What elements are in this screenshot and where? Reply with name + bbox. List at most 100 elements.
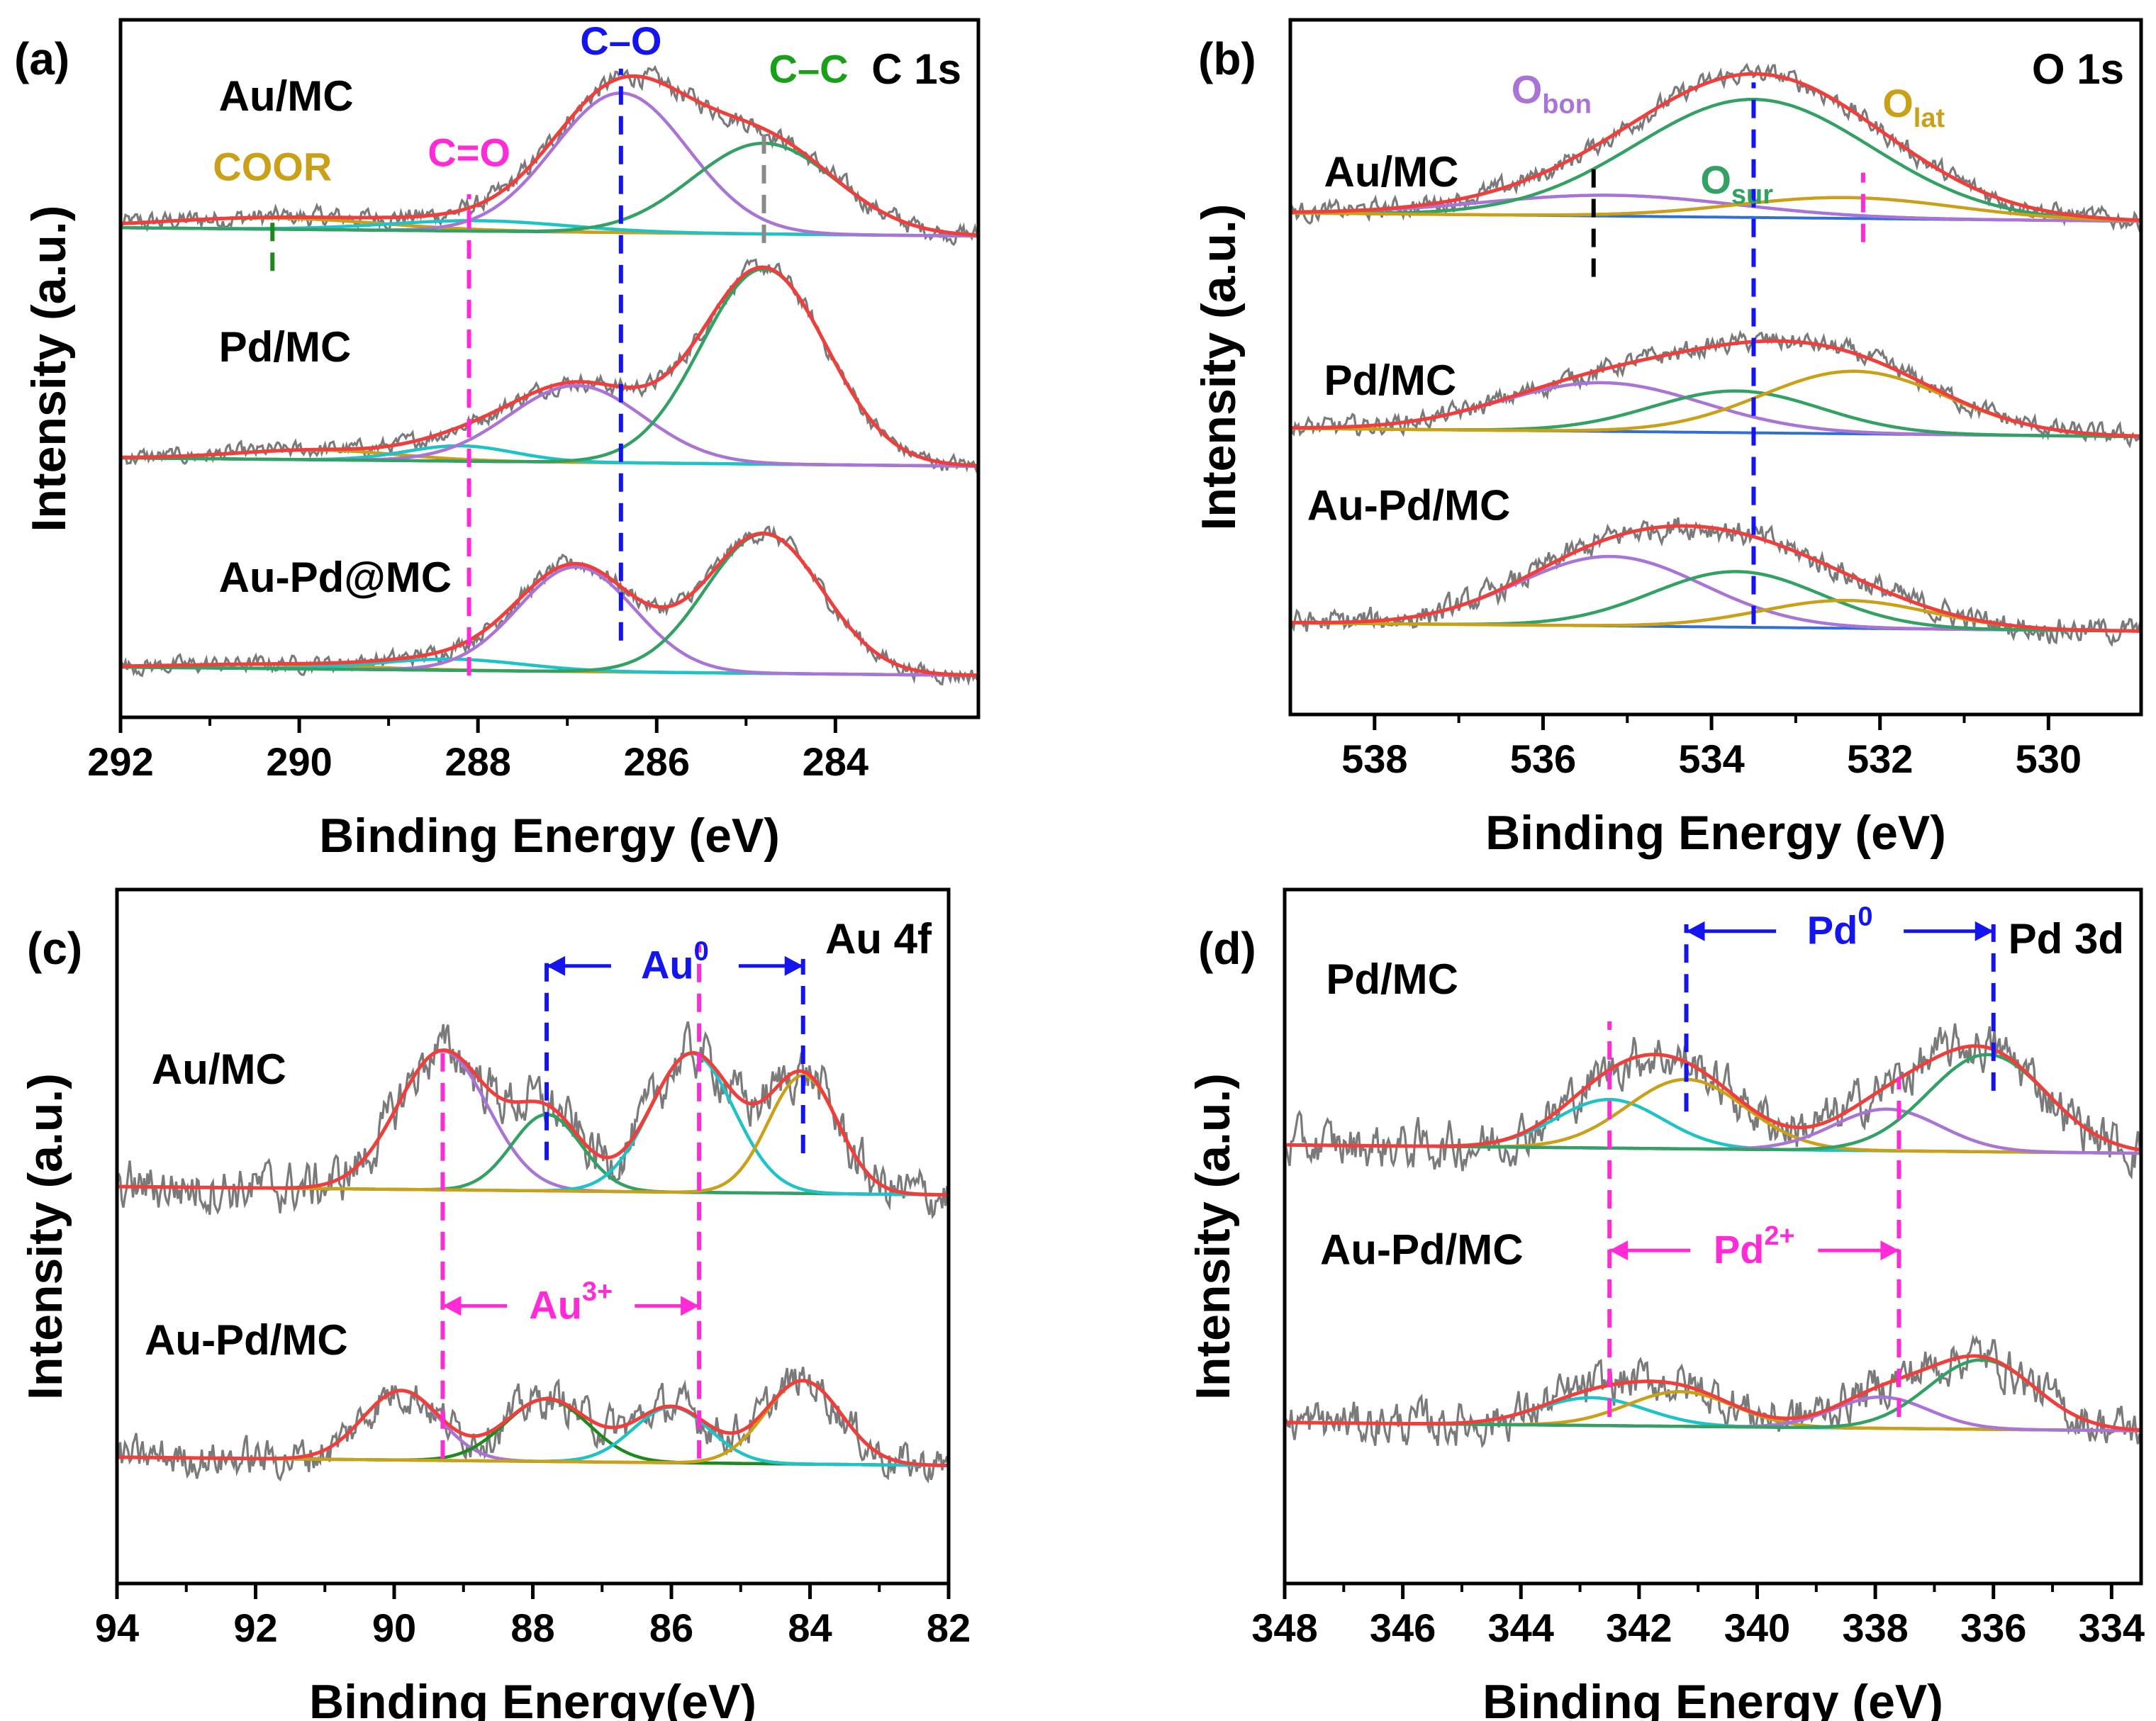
plot-frame bbox=[1283, 887, 2143, 1586]
plot-frame bbox=[1288, 18, 2143, 717]
sample-label: Au-Pd/MC bbox=[1307, 482, 1511, 529]
sample-0-spectrum bbox=[1289, 62, 2143, 233]
element-label: Au 4f bbox=[825, 915, 932, 963]
sample-2-spectrum bbox=[119, 525, 980, 686]
panel-tag: (a) bbox=[14, 33, 69, 84]
y-axis-title: Intensity (a.u.) bbox=[1192, 204, 1246, 531]
x-tick-label: 346 bbox=[1370, 1605, 1436, 1650]
plot-frame bbox=[118, 18, 981, 719]
range-arrowhead-right bbox=[681, 1296, 700, 1316]
fit-envelope-line bbox=[1285, 1354, 2142, 1432]
x-tick-label: 288 bbox=[445, 739, 510, 784]
range-label: Pd2+ bbox=[1714, 1221, 1795, 1272]
sample-1-spectrum bbox=[1289, 329, 2142, 449]
fit-envelope-line bbox=[1290, 339, 2142, 438]
panel-tag: (d) bbox=[1198, 923, 1256, 974]
x-tick-label: 530 bbox=[2016, 736, 2082, 781]
range-arrowhead-left bbox=[1609, 1240, 1629, 1261]
y-axis-title: Intensity (a.u.) bbox=[1186, 1073, 1240, 1400]
x-tick-label: 94 bbox=[95, 1605, 139, 1650]
x-tick-label: 344 bbox=[1488, 1605, 1554, 1650]
range-arrowhead-left bbox=[442, 1296, 462, 1316]
y-axis-title: Intensity (a.u.) bbox=[22, 206, 76, 532]
peak-label: C=O bbox=[428, 130, 510, 175]
sample-label: Au-Pd/MC bbox=[1320, 1226, 1524, 1274]
x-tick-label: 348 bbox=[1251, 1605, 1317, 1650]
x-tick-label: 534 bbox=[1678, 736, 1744, 781]
x-tick-label: 342 bbox=[1606, 1605, 1672, 1650]
x-tick-label: 532 bbox=[1847, 736, 1913, 781]
sample-label: Au/MC bbox=[1324, 148, 1459, 196]
component-line-1 bbox=[1290, 97, 2141, 223]
fit-envelope-line bbox=[1290, 72, 2142, 223]
raw-data-line bbox=[1283, 1023, 2143, 1180]
fit-envelope-line bbox=[120, 265, 979, 468]
range-arrowhead-left bbox=[1686, 921, 1705, 941]
sample-label: Au-Pd@MC bbox=[219, 554, 452, 601]
peak-label: C–O bbox=[580, 18, 661, 63]
x-tick-label: 336 bbox=[1960, 1605, 2026, 1650]
sample-label: Pd/MC bbox=[1326, 955, 1458, 1003]
panel-tag: (b) bbox=[1198, 33, 1256, 84]
sample-label: Pd/MC bbox=[219, 323, 352, 371]
panel-a: COOR C=O C–O C–C Au/MC Pd/MC Au-Pd@MC 292 290 288… bbox=[14, 18, 981, 863]
range-arrowhead-right bbox=[784, 955, 803, 976]
component-line-2 bbox=[1290, 196, 2141, 223]
x-tick-label: 536 bbox=[1510, 736, 1576, 781]
x-tick-label: 338 bbox=[1842, 1605, 1908, 1650]
element-label: C 1s bbox=[871, 45, 961, 93]
fit-envelope-line bbox=[120, 531, 978, 678]
panel-tag: (c) bbox=[27, 923, 82, 974]
range-arrowhead-right bbox=[1975, 921, 1994, 941]
x-tick-label: 538 bbox=[1341, 736, 1407, 781]
sample-2-spectrum bbox=[1289, 517, 2143, 647]
range-arrowhead-left bbox=[547, 955, 566, 976]
x-tick-label: 340 bbox=[1724, 1605, 1790, 1650]
fit-envelope-line bbox=[1285, 1044, 2142, 1152]
x-tick-label: 84 bbox=[788, 1605, 832, 1650]
peak-label: COOR bbox=[213, 144, 332, 189]
x-tick-label: 292 bbox=[87, 739, 153, 784]
element-label: Pd 3d bbox=[2009, 915, 2124, 963]
x-tick-label: 334 bbox=[2079, 1605, 2145, 1650]
x-tick-label: 284 bbox=[803, 739, 868, 784]
sample-0-spectrum bbox=[1283, 1023, 2143, 1180]
y-axis-title: Intensity (a.u.) bbox=[18, 1073, 72, 1400]
x-axis-title: Binding Energy (eV) bbox=[1482, 1675, 1943, 1721]
sample-label: Au/MC bbox=[219, 72, 354, 120]
x-axis-title: Binding Energy (eV) bbox=[319, 809, 780, 863]
sample-label: Au/MC bbox=[152, 1046, 286, 1093]
sample-1-spectrum bbox=[116, 1367, 950, 1484]
range-label-superscript: 0 bbox=[694, 937, 709, 967]
peak-label-subscript: lat bbox=[1914, 103, 1945, 133]
fit-envelope-line bbox=[117, 1048, 949, 1197]
raw-data-line bbox=[116, 1021, 950, 1220]
x-axis-title: Binding Energy(eV) bbox=[309, 1675, 756, 1721]
range-arrowhead-right bbox=[1880, 1240, 1899, 1261]
x-tick-label: 82 bbox=[927, 1605, 971, 1650]
x-tick-label: 86 bbox=[649, 1605, 693, 1650]
element-label: O 1s bbox=[2032, 45, 2124, 93]
range-marker: Pd2+ bbox=[1609, 1221, 1899, 1272]
range-marker: Au3+ bbox=[442, 1277, 700, 1327]
peak-label-subscript: sur bbox=[1731, 180, 1773, 210]
x-axis-title: Binding Energy (eV) bbox=[1485, 806, 1946, 860]
sample-0-spectrum bbox=[119, 65, 979, 247]
range-label-superscript: 0 bbox=[1858, 902, 1872, 932]
fit-envelope-line bbox=[117, 1379, 949, 1467]
x-tick-label: 88 bbox=[510, 1605, 554, 1650]
sample-1-spectrum bbox=[119, 258, 980, 476]
sample-1-spectrum bbox=[1283, 1334, 2143, 1449]
x-tick-label: 290 bbox=[266, 739, 332, 784]
sample-label: Pd/MC bbox=[1324, 357, 1457, 404]
peak-label-subscript: bon bbox=[1542, 90, 1592, 120]
range-label-superscript: 3+ bbox=[582, 1277, 613, 1306]
x-tick-label: 92 bbox=[233, 1605, 277, 1650]
sample-0-spectrum bbox=[116, 1021, 950, 1220]
fit-envelope-line bbox=[1290, 524, 2141, 633]
x-tick-label: 286 bbox=[624, 739, 690, 784]
